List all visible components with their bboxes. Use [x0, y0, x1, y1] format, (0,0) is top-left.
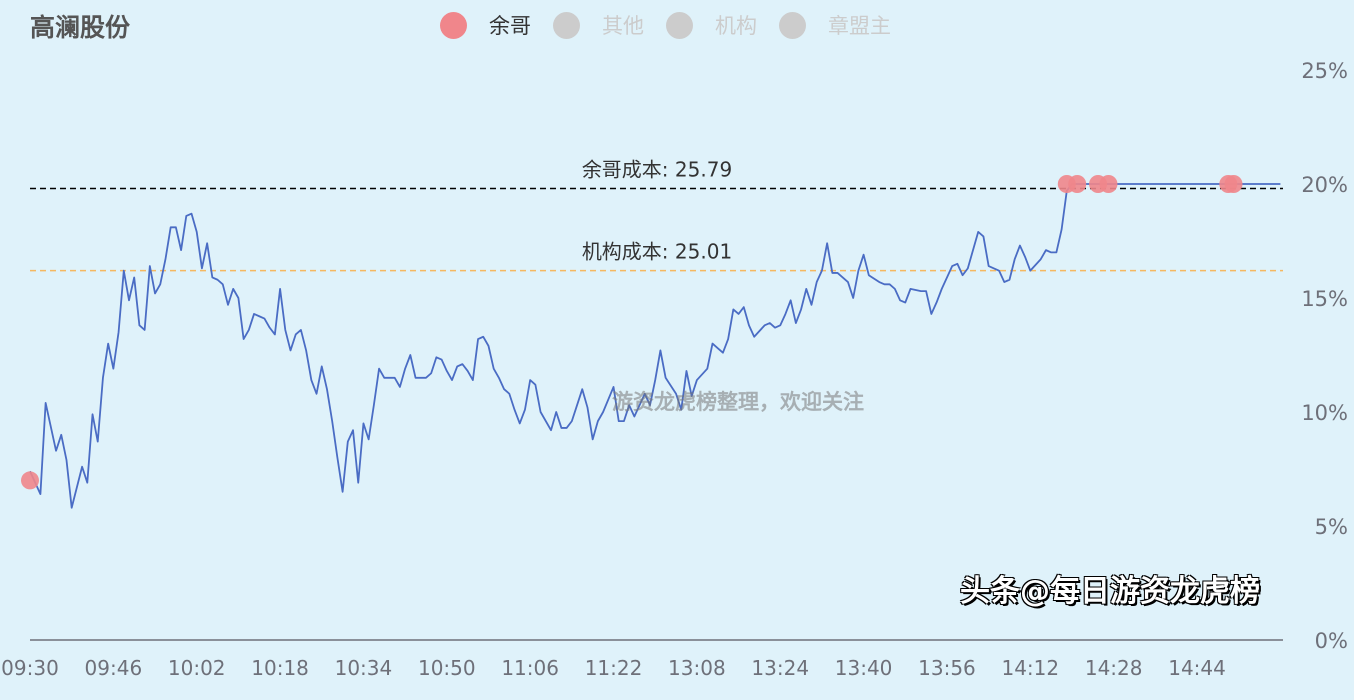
legend-label: 其他: [602, 14, 644, 38]
yuge-trade-marker: [1224, 175, 1243, 193]
chart-title: 高澜股份: [30, 13, 131, 42]
x-tick-label: 09:46: [85, 656, 143, 680]
legend-item-zhangmengzhu[interactable]: 章盟主: [779, 10, 891, 40]
y-tick-label: 15%: [1301, 287, 1348, 311]
legend-dot-icon: [440, 11, 467, 39]
x-tick-label: 13:24: [751, 656, 809, 680]
legend-label: 章盟主: [828, 14, 891, 38]
x-tick-label: 14:44: [1168, 656, 1226, 680]
legend-item-yuge[interactable]: 余哥: [440, 10, 531, 40]
x-tick-label: 14:28: [1085, 656, 1143, 680]
center-watermark: 游资龙虎榜整理，欢迎关注: [612, 390, 864, 414]
legend-label: 余哥: [489, 14, 531, 38]
legend-label: 机构: [715, 14, 757, 38]
yuge-trade-marker: [1068, 175, 1087, 193]
yuge-cost-label: 余哥成本: 25.79: [582, 158, 732, 182]
legend-dot-icon: [553, 11, 580, 39]
price-line: [29, 183, 1281, 509]
x-tick-label: 13:08: [668, 656, 726, 680]
x-tick-label: 10:34: [335, 656, 393, 680]
yuge-trade-marker: [1099, 175, 1118, 193]
legend: 余哥 其他 机构 章盟主: [440, 10, 913, 40]
x-tick-label: 09:30: [1, 656, 59, 680]
y-tick-label: 25%: [1301, 59, 1348, 83]
x-tick-label: 10:50: [418, 656, 476, 680]
legend-dot-icon: [666, 11, 693, 39]
legend-item-other[interactable]: 其他: [553, 10, 644, 40]
y-tick-label: 0%: [1315, 629, 1348, 653]
institution-cost-label: 机构成本: 25.01: [582, 240, 732, 264]
x-tick-label: 10:18: [251, 656, 309, 680]
x-tick-label: 13:40: [835, 656, 893, 680]
x-tick-label: 14:12: [1001, 656, 1059, 680]
x-tick-label: 13:56: [918, 656, 976, 680]
yuge-trade-marker: [21, 471, 39, 490]
x-tick-label: 10:02: [168, 656, 226, 680]
legend-item-institution[interactable]: 机构: [666, 10, 757, 40]
corner-watermark: 头条@每日游资龙虎榜: [960, 574, 1260, 609]
y-tick-label: 10%: [1301, 401, 1348, 425]
legend-dot-icon: [779, 11, 806, 39]
x-tick-label: 11:22: [585, 656, 643, 680]
x-tick-label: 11:06: [501, 656, 559, 680]
y-tick-label: 5%: [1315, 515, 1348, 539]
y-tick-label: 20%: [1301, 173, 1348, 197]
